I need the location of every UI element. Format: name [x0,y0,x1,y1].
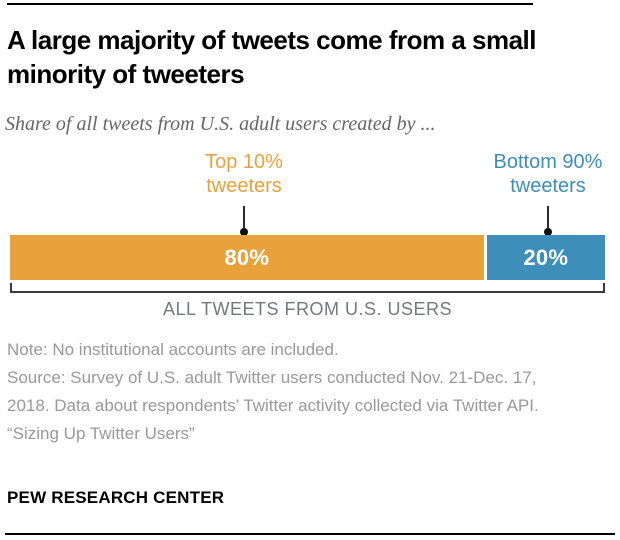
chart-subtitle: Share of all tweets from U.S. adult user… [5,113,436,135]
callout-label-top10: Top 10% tweeters [205,151,283,197]
value-label-bottom90: 20% [523,244,569,270]
stacked-bar: 80% 20% [10,235,605,280]
brand-label: PEW RESEARCH CENTER [7,488,225,507]
callout-label-bottom90: Bottom 90% tweeters [493,151,603,197]
note-line: Note: No institutional accounts are incl… [7,340,339,359]
bar-bracket [10,283,605,293]
notes-block: Note: No institutional accounts are incl… [7,336,565,448]
value-label-top10: 80% [224,244,270,270]
callout-dot-icon [544,228,552,236]
chart-title: A large majority of tweets come from a s… [7,25,537,89]
callout-line-bottom90 [547,206,549,230]
source-line: Source: Survey of U.S. adult Twitter use… [7,368,539,415]
bar-segment-top10: 80% [10,235,484,280]
callout-dot-icon [240,228,248,236]
citation-line: “Sizing Up Twitter Users” [7,424,195,443]
callout-line-top10 [243,206,245,230]
top-rule [7,3,533,5]
bar-segment-bottom90: 20% [486,235,605,280]
bottom-rule [5,533,615,535]
bracket-label: ALL TWEETS FROM U.S. USERS [162,299,453,319]
